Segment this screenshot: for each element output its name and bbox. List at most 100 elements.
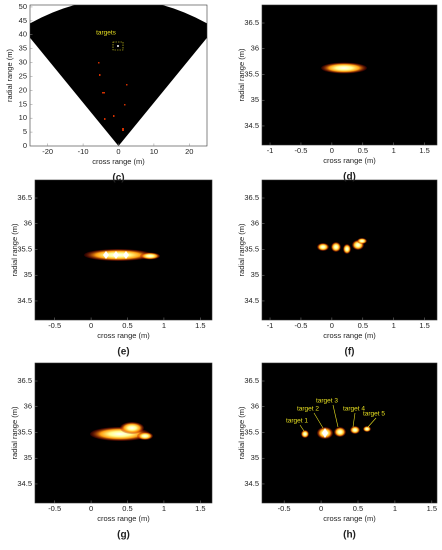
y-tick-label: 35 [19, 44, 27, 53]
y-tick-label: 34.5 [17, 296, 32, 305]
y-tick-label: 10 [19, 113, 27, 122]
x-tick-label: -0.5 [294, 321, 307, 330]
y-tick-label: 35 [24, 453, 32, 462]
x-tick-label: -1 [267, 321, 274, 330]
x-axis-label: cross range (m) [323, 156, 376, 165]
y-axis-label: radial range (m) [10, 406, 19, 459]
axes-frame [34, 179, 213, 321]
annotation: target 4 [343, 406, 365, 413]
annotation: target 5 [363, 411, 385, 418]
blob [331, 242, 341, 252]
y-axis-label: radial range (m) [237, 406, 246, 459]
y-tick-label: 25 [19, 71, 27, 80]
y-tick-label: 36.5 [244, 376, 259, 385]
x-tick-label: -0.5 [294, 146, 307, 155]
image-content [30, 5, 437, 503]
x-tick-label: -0.5 [48, 321, 61, 330]
y-tick-label: 36.5 [17, 376, 32, 385]
y-tick-label: 36.5 [244, 193, 259, 202]
y-tick-label: 35 [251, 453, 259, 462]
y-tick-label: 34.5 [244, 121, 259, 130]
x-tick-label: 1 [393, 504, 397, 513]
annotation: target 1 [286, 418, 308, 425]
x-axis-label: cross range (m) [92, 157, 145, 166]
blob [321, 62, 367, 74]
x-tick-label: 0 [89, 321, 93, 330]
blob [363, 426, 371, 432]
x-tick-label: 1 [162, 504, 166, 513]
x-tick-label: 0.5 [122, 504, 132, 513]
caption: (g) [117, 530, 130, 541]
y-tick-label: 50 [19, 2, 27, 11]
x-tick-label: -0.5 [278, 504, 291, 513]
x-tick-label: 0 [330, 321, 334, 330]
x-tick-label: 0 [89, 504, 93, 513]
x-tick-label: 1.5 [195, 321, 205, 330]
annotation: target 3 [316, 398, 338, 405]
blob [117, 45, 119, 47]
caption: (e) [117, 347, 129, 358]
blob [357, 238, 367, 244]
y-axis-label: radial range (m) [237, 223, 246, 276]
y-tick-label: 34.5 [244, 296, 259, 305]
y-tick-label: 35.5 [244, 69, 259, 78]
y-tick-label: 36.5 [17, 193, 32, 202]
blob [343, 244, 351, 254]
x-axis-label: cross range (m) [97, 514, 150, 523]
blob [322, 428, 328, 438]
x-tick-label: 0 [116, 147, 120, 156]
x-axis-label: cross range (m) [323, 331, 376, 340]
y-tick-label: 35.5 [244, 244, 259, 253]
x-tick-label: 0 [319, 504, 323, 513]
caption: (f) [345, 347, 355, 358]
caption: (h) [343, 530, 356, 541]
annotation-arrows [299, 404, 377, 432]
x-tick-label: 0 [330, 146, 334, 155]
y-tick-label: 5 [23, 127, 27, 136]
axes-frame [261, 362, 438, 504]
caption: (c) [112, 173, 124, 184]
caption: (d) [343, 172, 356, 183]
blob [140, 252, 160, 260]
annotation: target 2 [297, 406, 319, 413]
y-tick-label: 35.5 [17, 244, 32, 253]
x-tick-label: -0.5 [48, 504, 61, 513]
y-tick-label: 35.5 [17, 427, 32, 436]
x-tick-label: 0.5 [122, 321, 132, 330]
x-tick-label: 1.5 [419, 146, 429, 155]
y-tick-label: 35 [24, 270, 32, 279]
y-tick-label: 45 [19, 16, 27, 25]
x-tick-label: 20 [185, 147, 193, 156]
y-tick-label: 36 [24, 219, 32, 228]
clutter [98, 62, 128, 131]
x-tick-label: 0.5 [358, 321, 368, 330]
y-axis-label: radial range (m) [5, 49, 14, 102]
y-tick-label: 30 [19, 58, 27, 67]
y-tick-label: 36 [251, 219, 259, 228]
blob [350, 426, 360, 434]
y-axis-label: radial range (m) [10, 223, 19, 276]
blob [137, 432, 153, 440]
x-tick-label: 1 [392, 321, 396, 330]
x-tick-label: 1 [392, 146, 396, 155]
y-tick-label: 36 [24, 402, 32, 411]
x-axis-label: cross range (m) [97, 331, 150, 340]
x-tick-label: -1 [267, 146, 274, 155]
y-tick-label: 36 [251, 402, 259, 411]
x-axis-label: cross range (m) [323, 514, 376, 523]
y-axis-label: radial range (m) [237, 48, 246, 101]
y-tick-label: 0 [23, 141, 27, 150]
y-tick-label: 35 [251, 270, 259, 279]
y-tick-label: 34.5 [244, 479, 259, 488]
x-tick-label: 0.5 [353, 504, 363, 513]
axes-frame [261, 4, 438, 146]
radar-wedge [30, 5, 207, 146]
y-tick-label: 15 [19, 99, 27, 108]
y-tick-label: 35 [251, 95, 259, 104]
blob [103, 251, 129, 259]
x-tick-label: 1.5 [195, 504, 205, 513]
x-tick-label: -10 [78, 147, 89, 156]
x-tick-label: 10 [150, 147, 158, 156]
y-tick-label: 20 [19, 85, 27, 94]
